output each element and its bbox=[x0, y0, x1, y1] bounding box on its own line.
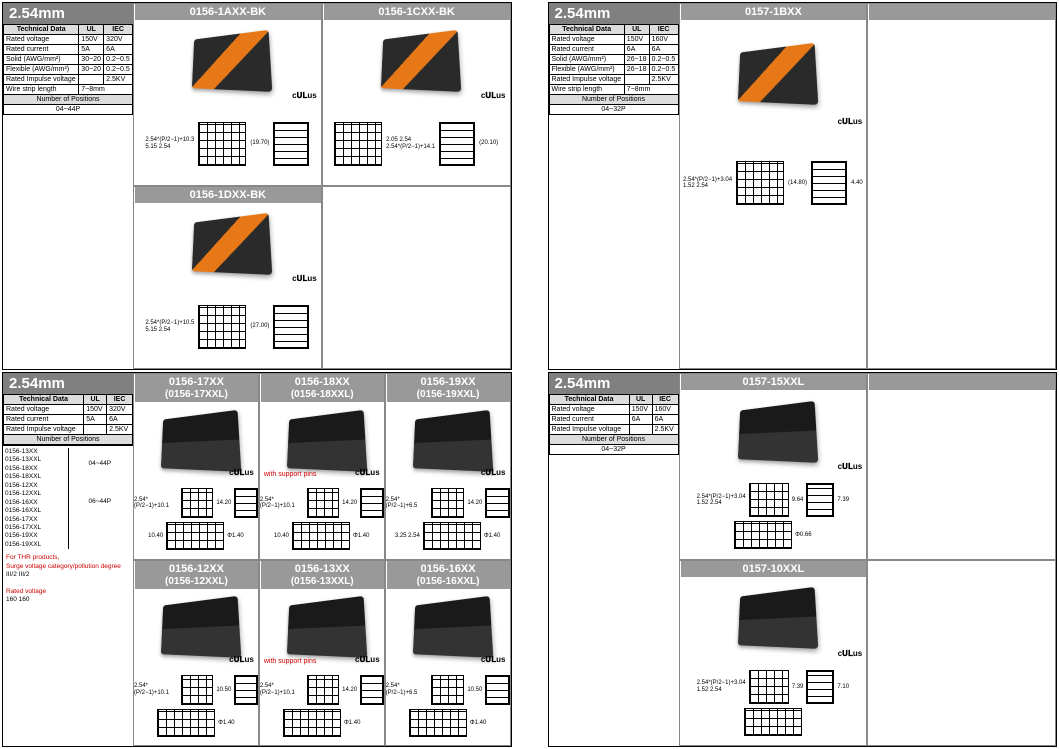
drawing-front bbox=[198, 122, 246, 166]
cell-0156-18XX: 0156-18XX(0156-18XXL) c𝐔𝐋uswith support … bbox=[259, 373, 385, 560]
footprint bbox=[409, 709, 467, 737]
cell-0156-16XX: 0156-16XX(0156-16XXL) c𝐔𝐋us 2.54*(P/2−1)… bbox=[385, 560, 511, 747]
drawing-front bbox=[334, 122, 382, 166]
cell-0156-17XX: 0156-17XX(0156-17XXL) c𝐔𝐋us 2.54*(P/2−1)… bbox=[133, 373, 259, 560]
drawing bbox=[485, 675, 509, 705]
drawing bbox=[431, 488, 464, 518]
product-image bbox=[161, 410, 241, 472]
drawing bbox=[806, 483, 834, 517]
sheet-0156-2: 2.54mm Technical DataULIEC Rated voltage… bbox=[2, 372, 512, 747]
part-list: 0156-13XX0156-13XXL 0156-18XX0156-18XXL … bbox=[3, 445, 133, 551]
cell-0156-1DXX: 0156-1DXX-BK c𝐔𝐋us 2.54*(P/2−1)+10.55.15… bbox=[133, 186, 322, 369]
drawing bbox=[806, 670, 834, 704]
cell-0156-19XX: 0156-19XX(0156-19XXL) c𝐔𝐋us 2.54*(P/2−1)… bbox=[385, 373, 511, 560]
product-image bbox=[412, 410, 492, 472]
pitch-header: 2.54mm bbox=[549, 3, 679, 24]
cell-empty bbox=[322, 186, 511, 369]
spec-table-1: Technical DataULIEC Rated voltage150V320… bbox=[3, 24, 133, 115]
cell-0157-10XXL: 0157-10XXL c𝐔𝐋us 2.54*(P/2−1)+3.041.52 2… bbox=[679, 560, 868, 747]
drawing bbox=[234, 675, 257, 705]
product-image bbox=[412, 596, 492, 658]
thr-note: For THR products, Surge voltage category… bbox=[3, 551, 133, 608]
drawing bbox=[485, 488, 509, 518]
drawing-side bbox=[439, 122, 475, 166]
footprint bbox=[423, 522, 481, 550]
footprint bbox=[744, 708, 802, 736]
cell-0156-13XX: 0156-13XX(0156-13XXL) c𝐔𝐋uswith support … bbox=[259, 560, 385, 747]
cell-0156-12XX: 0156-12XX(0156-12XXL) c𝐔𝐋us 2.54*(P/2−1)… bbox=[133, 560, 259, 747]
left-column: 2.54mm Technical DataULIEC Rated voltage… bbox=[2, 2, 512, 747]
drawing bbox=[181, 488, 213, 518]
product-grid-1: 0156-1AXX-BK c𝐔𝐋us 2.54*(P/2−1)+10.35.15… bbox=[133, 3, 511, 369]
product-image bbox=[192, 213, 272, 275]
pitch-header: 2.54mm bbox=[549, 373, 679, 394]
drawing-front bbox=[736, 161, 784, 205]
drawing bbox=[431, 675, 464, 705]
product-grid-3: 0157-1BXX c𝐔𝐋us 2.54*(P/2−1)+3.041.52 2.… bbox=[679, 3, 1057, 369]
cell-empty bbox=[867, 560, 1056, 747]
sheet-0157-1: 2.54mm Technical DataULIEC Rated voltage… bbox=[548, 2, 1058, 370]
product-image bbox=[381, 30, 461, 92]
footprint bbox=[292, 522, 350, 550]
pitch-header: 2.54mm bbox=[3, 3, 133, 24]
cert-mark: c𝐔𝐋us bbox=[481, 91, 506, 101]
sheet-0156-1: 2.54mm Technical DataULIEC Rated voltage… bbox=[2, 2, 512, 370]
footprint bbox=[283, 709, 341, 737]
cert-mark: c𝐔𝐋us bbox=[292, 274, 317, 284]
spec-col-1: 2.54mm Technical DataULIEC Rated voltage… bbox=[3, 3, 133, 369]
spec-col-4: 2.54mm Technical DataULIEC Rated voltage… bbox=[549, 373, 679, 746]
footprint bbox=[734, 521, 792, 549]
spec-col-2: 2.54mm Technical DataULIEC Rated voltage… bbox=[3, 373, 133, 746]
product-image bbox=[287, 596, 367, 658]
cell-0157-15XXL: 0157-15XXL c𝐔𝐋us 2.54*(P/2−1)+3.041.52 2… bbox=[679, 373, 868, 560]
drawing bbox=[307, 675, 339, 705]
product-image bbox=[738, 401, 818, 463]
right-column: 2.54mm Technical DataULIEC Rated voltage… bbox=[548, 2, 1058, 747]
cell-empty bbox=[867, 373, 1056, 560]
cert-mark: c𝐔𝐋us bbox=[292, 91, 317, 101]
product-grid-4: 0157-15XXL c𝐔𝐋us 2.54*(P/2−1)+3.041.52 2… bbox=[679, 373, 1057, 746]
product-image bbox=[192, 30, 272, 92]
spec-table-4: Technical DataULIEC Rated voltage150V160… bbox=[549, 394, 679, 455]
cell-empty bbox=[867, 3, 1056, 369]
spec-col-3: 2.54mm Technical DataULIEC Rated voltage… bbox=[549, 3, 679, 369]
footprint bbox=[166, 522, 224, 550]
sheet-0157-2: 2.54mm Technical DataULIEC Rated voltage… bbox=[548, 372, 1058, 747]
drawing bbox=[360, 488, 383, 518]
cell-0156-1AXX: 0156-1AXX-BK c𝐔𝐋us 2.54*(P/2−1)+10.35.15… bbox=[133, 3, 322, 186]
drawing-side bbox=[811, 161, 847, 205]
cell-0156-1CXX: 0156-1CXX-BK c𝐔𝐋us 2.05 2.542.54*(P/2−1)… bbox=[322, 3, 511, 186]
drawing bbox=[749, 483, 789, 517]
product-image bbox=[738, 587, 818, 649]
product-image bbox=[738, 43, 818, 105]
drawing bbox=[181, 675, 213, 705]
drawing-front bbox=[198, 305, 246, 349]
drawing-side bbox=[273, 122, 309, 166]
product-grid-2: 0156-17XX(0156-17XXL) c𝐔𝐋us 2.54*(P/2−1)… bbox=[133, 373, 511, 746]
cell-0157-1BXX: 0157-1BXX c𝐔𝐋us 2.54*(P/2−1)+3.041.52 2.… bbox=[679, 3, 868, 369]
drawing bbox=[749, 670, 789, 704]
drawing bbox=[307, 488, 339, 518]
pitch-header: 2.54mm bbox=[3, 373, 133, 394]
footprint bbox=[157, 709, 215, 737]
spec-table-3: Technical DataULIEC Rated voltage150V160… bbox=[549, 24, 679, 115]
drawing bbox=[360, 675, 383, 705]
product-image bbox=[287, 410, 367, 472]
product-image bbox=[161, 596, 241, 658]
spec-table-2: Technical DataULIEC Rated voltage150V320… bbox=[3, 394, 133, 445]
drawing bbox=[234, 488, 257, 518]
drawing-side bbox=[273, 305, 309, 349]
